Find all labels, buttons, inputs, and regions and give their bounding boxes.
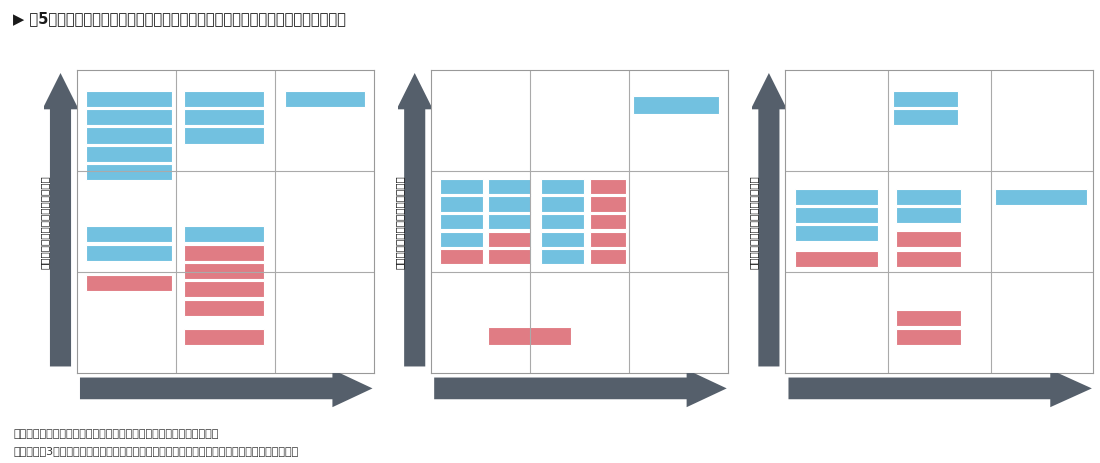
Bar <box>86 128 172 144</box>
Bar <box>634 96 719 115</box>
Bar <box>440 214 483 230</box>
Bar <box>184 330 264 345</box>
Bar <box>86 227 172 243</box>
Bar <box>896 252 961 268</box>
Text: ▶ 図5　重工業、精密機器、鉄鑄・非鉄企業のリスク認識・対策の日本／世界比較: ▶ 図5 重工業、精密機器、鉄鑄・非鉄企業のリスク認識・対策の日本／世界比較 <box>13 12 346 26</box>
Bar <box>794 189 878 205</box>
Polygon shape <box>434 370 727 407</box>
Bar <box>541 214 584 230</box>
Text: 鉄鑄・非鉄: 鉄鑄・非鉄 <box>902 48 944 62</box>
Bar <box>184 92 264 108</box>
Bar <box>86 146 172 163</box>
Bar <box>184 128 264 144</box>
Text: サプライチェーン上のリスク認識: サプライチェーン上のリスク認識 <box>524 400 618 410</box>
Bar <box>893 92 958 108</box>
Bar <box>794 225 878 241</box>
Bar <box>541 180 584 194</box>
Bar <box>590 232 626 247</box>
Bar <box>184 264 264 280</box>
Bar <box>896 189 961 205</box>
Bar <box>487 232 530 247</box>
Bar <box>590 214 626 230</box>
Bar <box>184 227 264 243</box>
Text: ＊　企業名は削除（日本企業（赤）、海外企業（青）を示している）: ＊ 企業名は削除（日本企業（赤）、海外企業（青）を示している） <box>13 428 219 438</box>
Polygon shape <box>80 370 373 407</box>
Bar <box>487 250 530 265</box>
Bar <box>487 214 530 230</box>
Text: サプライチェーン上のリスク対策: サプライチェーン上のリスク対策 <box>40 175 49 269</box>
Bar <box>590 250 626 265</box>
Bar <box>86 164 172 181</box>
Bar <box>541 197 584 212</box>
Bar <box>896 330 961 345</box>
Bar <box>794 252 878 268</box>
Text: 出典：令和3年度　重要技術管理体制強化事業（我が国製造業の経営基盤実体調査）を基に作成: 出典：令和3年度 重要技術管理体制強化事業（我が国製造業の経営基盤実体調査）を基… <box>13 445 298 456</box>
Bar <box>896 310 961 326</box>
Bar <box>590 197 626 212</box>
Bar <box>487 197 530 212</box>
Bar <box>541 250 584 265</box>
Bar <box>440 250 483 265</box>
Bar <box>86 245 172 261</box>
Text: 精密機器: 精密機器 <box>547 48 580 62</box>
Bar <box>994 189 1087 205</box>
Bar <box>440 232 483 247</box>
Bar <box>590 180 626 194</box>
Text: サプライチェーン上のリスク認識: サプライチェーン上のリスク認識 <box>169 400 264 410</box>
Bar <box>184 110 264 126</box>
Bar <box>794 207 878 223</box>
Bar <box>541 232 584 247</box>
Text: サプライチェーン上のリスク対策: サプライチェーン上のリスク対策 <box>748 175 758 269</box>
Polygon shape <box>789 370 1092 407</box>
Bar <box>86 276 172 292</box>
Bar <box>86 110 172 126</box>
Bar <box>893 110 958 126</box>
Text: 重工業: 重工業 <box>197 48 221 62</box>
Bar <box>487 327 571 345</box>
Bar <box>440 180 483 194</box>
Bar <box>184 246 264 262</box>
Bar <box>896 207 961 223</box>
Polygon shape <box>751 74 788 367</box>
Polygon shape <box>42 74 79 367</box>
Bar <box>896 232 961 247</box>
Text: サプライチェーン上のリスク認識: サプライチェーン上のリスク認識 <box>883 400 977 410</box>
Text: サプライチェーン上のリスク対策: サプライチェーン上のリスク対策 <box>394 175 404 269</box>
Bar <box>86 92 172 108</box>
Polygon shape <box>396 74 432 367</box>
Bar <box>487 180 530 194</box>
Bar <box>184 282 264 298</box>
Bar <box>184 300 264 316</box>
Bar <box>285 92 365 108</box>
Bar <box>440 197 483 212</box>
